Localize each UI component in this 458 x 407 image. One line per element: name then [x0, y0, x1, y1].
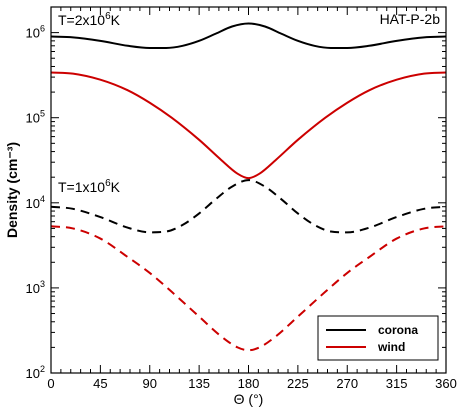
- y-tick-label: 104: [26, 194, 45, 211]
- x-tick-label: 0: [47, 376, 54, 391]
- chart-title: HAT-P-2b: [380, 11, 441, 27]
- x-tick-label: 270: [336, 376, 358, 391]
- legend: corona wind: [317, 315, 439, 361]
- wind-1e6K-line: [50, 225, 447, 352]
- corona-1e6K-line: [50, 179, 447, 234]
- corona-2e6K-line: [50, 22, 447, 49]
- y-axis-title: Density (cm⁻³): [4, 142, 20, 238]
- y-tick-label: 102: [26, 364, 45, 381]
- series-layer: [50, 22, 447, 352]
- y-tick-label: 105: [26, 109, 45, 126]
- wind-2e6K-line: [50, 71, 447, 180]
- text-layer: HAT-P-2b Θ (°) Density (cm⁻³) T=2x106K T=…: [4, 11, 440, 407]
- legend-box: [317, 315, 439, 361]
- x-tick-label: 225: [287, 376, 309, 391]
- legend-label-wind: wind: [377, 340, 405, 354]
- legend-label-corona: corona: [378, 323, 418, 337]
- x-axis-title: Θ (°): [234, 391, 264, 407]
- annotation-t2: T=2x106K: [58, 11, 121, 28]
- x-tick-label: 135: [188, 376, 210, 391]
- x-tick-label: 315: [386, 376, 408, 391]
- ticks-layer: 0 45 90 135 180 225 270 315 360 102 103 104 105 106: [26, 6, 457, 391]
- y-tick-label: 103: [26, 279, 45, 296]
- y-tick-label: 106: [26, 24, 45, 41]
- annotation-t1: T=1x106K: [58, 178, 121, 195]
- x-tick-label: 90: [143, 376, 157, 391]
- x-tick-label: 45: [93, 376, 107, 391]
- x-tick-label: 180: [238, 376, 260, 391]
- x-tick-label: 360: [435, 376, 457, 391]
